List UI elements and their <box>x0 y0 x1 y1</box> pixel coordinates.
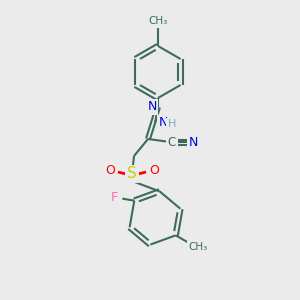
Text: O: O <box>105 164 115 178</box>
Text: C: C <box>168 136 176 149</box>
Text: N: N <box>147 100 157 113</box>
Text: S: S <box>127 167 137 182</box>
Text: N: N <box>158 116 168 130</box>
Text: CH₃: CH₃ <box>148 16 168 26</box>
Text: H: H <box>168 119 176 129</box>
Text: N: N <box>188 136 198 148</box>
Text: CH₃: CH₃ <box>188 242 207 252</box>
Text: O: O <box>149 164 159 178</box>
Text: F: F <box>111 191 118 204</box>
